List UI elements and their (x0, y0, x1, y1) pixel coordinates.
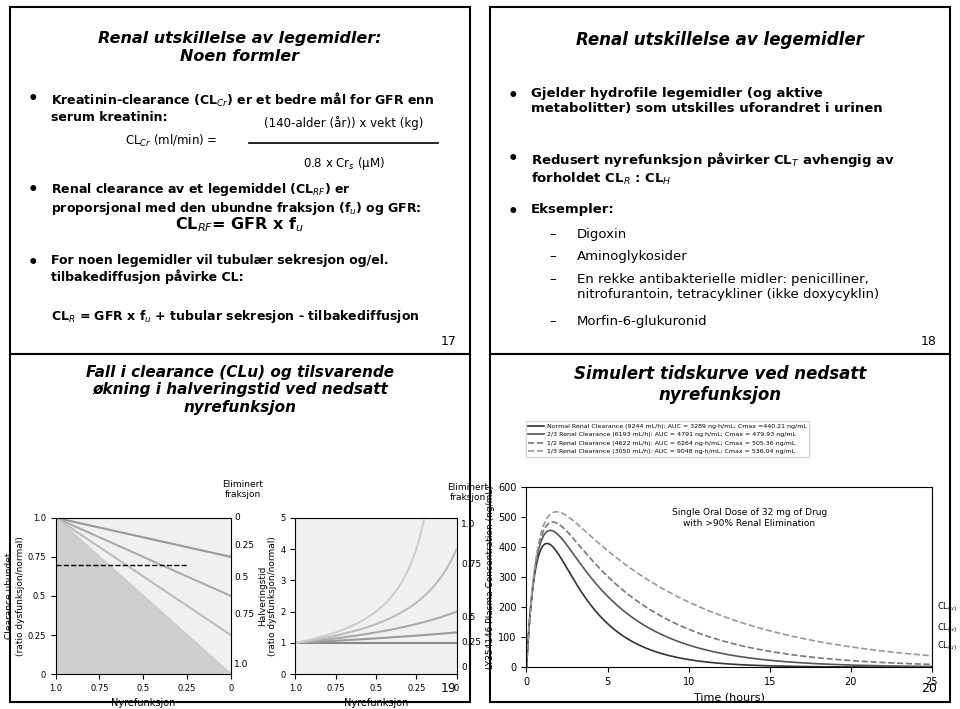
Text: En rekke antibakterielle midler: penicilliner,
nitrofurantoin, tetracykliner (ik: En rekke antibakterielle midler: penicil… (577, 273, 879, 301)
Text: (140-alder (år)) x vekt (kg): (140-alder (år)) x vekt (kg) (264, 116, 423, 130)
Text: –: – (549, 250, 556, 263)
Text: •: • (28, 254, 38, 272)
Text: CL$_{Cr}$ (ml/min) =: CL$_{Cr}$ (ml/min) = (125, 133, 219, 149)
Text: 18: 18 (921, 335, 937, 347)
Text: •: • (508, 87, 518, 105)
Text: Renal clearance av et legemiddel (CL$_{RF}$) er
proporsjonal med den ubundne fra: Renal clearance av et legemiddel (CL$_{R… (51, 181, 421, 217)
Text: –: – (549, 315, 556, 328)
Text: Renal utskillelse av legemidler: Renal utskillelse av legemidler (576, 31, 864, 50)
FancyBboxPatch shape (490, 354, 950, 702)
Text: Redusert nyrefunksjon påvirker CL$_{T}$ avhengig av
forholdet CL$_{R}$ : CL$_{H}: Redusert nyrefunksjon påvirker CL$_{T}$ … (531, 150, 895, 187)
Text: CL$_{RF}$= GFR x f$_{u}$: CL$_{RF}$= GFR x f$_{u}$ (176, 215, 304, 233)
Text: •: • (508, 203, 518, 221)
Text: Simulert tidskurve ved nedsatt
nyrefunksjon: Simulert tidskurve ved nedsatt nyrefunks… (574, 365, 866, 403)
Text: Renal utskillelse av legemidler:
Noen formler: Renal utskillelse av legemidler: Noen fo… (98, 31, 382, 64)
Text: Kreatinin-clearance (CL$_{Cr}$) er et bedre mål for GFR enn
serum kreatinin:: Kreatinin-clearance (CL$_{Cr}$) er et be… (51, 91, 435, 123)
Text: Fall i clearance (CLu) og tilsvarende
økning i halveringstid ved nedsatt
nyrefun: Fall i clearance (CLu) og tilsvarende øk… (86, 365, 394, 415)
Text: Aminoglykosider: Aminoglykosider (577, 250, 688, 263)
Text: –: – (549, 273, 556, 286)
FancyBboxPatch shape (10, 354, 470, 702)
Text: 20: 20 (921, 682, 937, 695)
Text: •: • (28, 181, 38, 199)
Text: 0.8 x Cr$_{s}$ (μM): 0.8 x Cr$_{s}$ (μM) (302, 155, 385, 172)
Text: Eksempler:: Eksempler: (531, 203, 614, 216)
Text: Digoxin: Digoxin (577, 228, 628, 240)
Text: 17: 17 (441, 335, 457, 347)
Text: 19: 19 (441, 682, 457, 695)
FancyBboxPatch shape (10, 7, 470, 354)
Text: Morfin-6-glukuronid: Morfin-6-glukuronid (577, 315, 708, 328)
FancyBboxPatch shape (490, 7, 950, 354)
Text: –: – (549, 228, 556, 240)
Text: •: • (28, 91, 38, 108)
Text: Gjelder hydrofile legemidler (og aktive
metabolitter) som utskilles uforandret i: Gjelder hydrofile legemidler (og aktive … (531, 87, 882, 115)
Text: For noen legemidler vil tubulær sekresjon og/el.
tilbakediffusjon påvirke CL:: For noen legemidler vil tubulær sekresjo… (51, 254, 389, 284)
Text: •: • (508, 150, 518, 167)
